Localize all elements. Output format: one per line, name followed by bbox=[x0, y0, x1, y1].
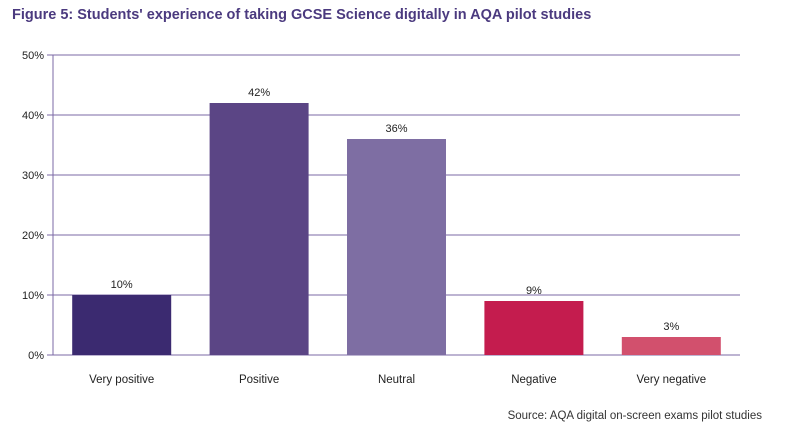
data-label: 3% bbox=[663, 321, 679, 333]
category-label: Neutral bbox=[378, 374, 415, 386]
y-tick-label: 50% bbox=[22, 50, 44, 62]
bar bbox=[209, 103, 309, 355]
y-tick-label: 10% bbox=[22, 290, 44, 302]
bar bbox=[347, 139, 446, 355]
category-label: Very positive bbox=[89, 374, 154, 386]
y-tick-label: 40% bbox=[22, 110, 44, 122]
data-label: 36% bbox=[385, 123, 407, 135]
bars bbox=[72, 103, 721, 355]
data-label: 42% bbox=[248, 87, 270, 99]
y-axis-tick-labels: 0% 10% 20% 30% 40% 50% bbox=[22, 50, 44, 362]
y-tick-label: 30% bbox=[22, 170, 44, 182]
chart-title: Figure 5: Students' experience of taking… bbox=[12, 7, 592, 23]
data-label: 9% bbox=[526, 285, 542, 297]
y-tick-label: 0% bbox=[28, 350, 44, 362]
bar bbox=[484, 301, 584, 355]
category-label: Positive bbox=[239, 374, 279, 386]
bar bbox=[621, 337, 721, 355]
category-labels: Very positive Positive Neutral Negative Very… bbox=[89, 374, 706, 386]
data-label: 10% bbox=[111, 279, 133, 291]
bar bbox=[72, 295, 172, 355]
y-tick-label: 20% bbox=[22, 230, 44, 242]
category-label: Very negative bbox=[636, 374, 706, 386]
category-label: Negative bbox=[511, 374, 556, 386]
source-note: Source: AQA digital on-screen exams pilo… bbox=[507, 410, 762, 422]
data-labels: 10% 42% 36% 9% 3% bbox=[111, 87, 680, 333]
